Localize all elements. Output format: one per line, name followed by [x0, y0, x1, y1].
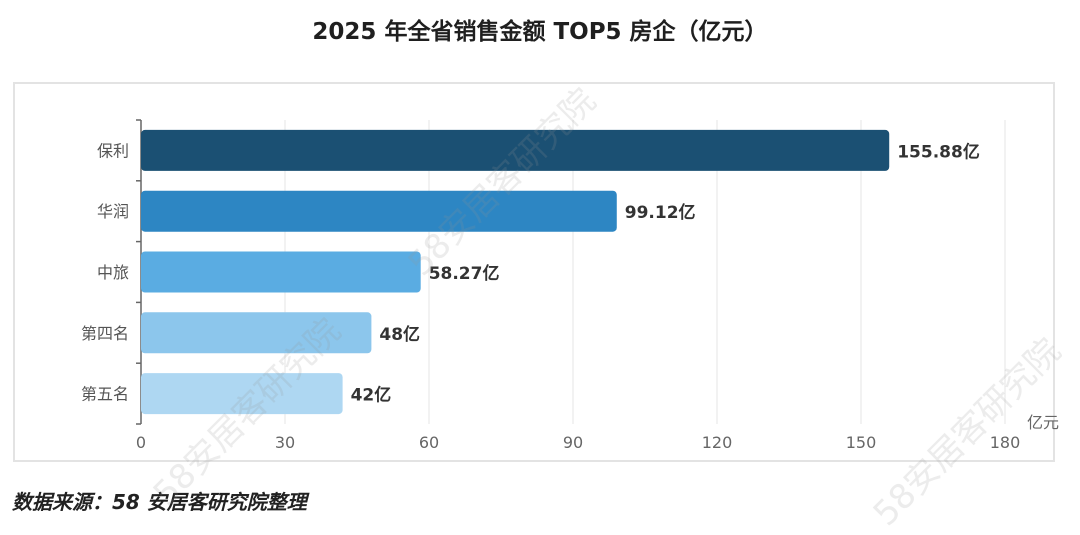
x-axis-unit-label: 亿元 [1027, 413, 1059, 432]
data-label: 42亿 [351, 385, 392, 406]
category-label: 中旅 [97, 263, 129, 282]
category-label: 保利 [97, 141, 129, 160]
data-source-note: 数据来源：58 安居客研究院整理 [12, 490, 307, 514]
chart-frame [13, 82, 1055, 462]
x-tick-label: 0 [136, 433, 146, 452]
x-tick-label: 120 [702, 433, 733, 452]
category-label: 第四名 [81, 324, 129, 343]
x-tick-label: 150 [846, 433, 877, 452]
bar [141, 190, 617, 232]
x-tick-label: 30 [275, 433, 295, 452]
category-label: 第五名 [81, 385, 129, 404]
bar [141, 312, 372, 354]
x-tick-label: 60 [419, 433, 439, 452]
bar [141, 373, 343, 415]
bar [141, 251, 421, 293]
data-label: 58.27亿 [429, 263, 500, 284]
bar [141, 129, 890, 171]
data-label: 155.88亿 [897, 141, 980, 162]
category-label: 华润 [97, 202, 129, 221]
data-label: 99.12亿 [625, 202, 696, 223]
data-label: 48亿 [379, 324, 420, 345]
x-tick-label: 90 [563, 433, 583, 452]
chart-title: 2025 年全省销售金额 TOP5 房企（亿元） [312, 19, 768, 45]
x-tick-label: 180 [990, 433, 1021, 452]
